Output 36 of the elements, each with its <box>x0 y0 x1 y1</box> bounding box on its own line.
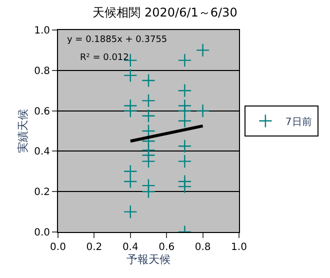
y-tick-label: 0.8 <box>34 66 50 77</box>
point <box>142 154 156 168</box>
x-axis-title: 予報天候 <box>126 253 170 266</box>
x-tick-label: 1.0 <box>231 242 247 253</box>
y-axis-title: 実績天候 <box>16 109 30 153</box>
point <box>124 104 138 118</box>
point <box>142 74 156 88</box>
point <box>178 53 192 68</box>
point <box>124 204 138 219</box>
legend-label: 7日前 <box>285 116 312 128</box>
point <box>142 184 156 198</box>
y-tick-label: 0.4 <box>34 146 50 158</box>
x-tick-label: 0.0 <box>50 242 66 253</box>
y-tick-label: 1.0 <box>34 26 50 36</box>
point <box>196 104 210 118</box>
point <box>142 108 156 123</box>
y-tick-label: 0.0 <box>34 228 50 238</box>
point <box>142 94 156 108</box>
point <box>124 174 138 188</box>
y-tick-label: 0.6 <box>34 106 50 118</box>
point <box>178 84 192 98</box>
point <box>178 154 192 168</box>
annotation: y = 0.1885x + 0.3755 <box>67 35 168 45</box>
point <box>178 139 192 154</box>
chart-title: 天候相関 2020/6/1～6/30 <box>92 6 238 20</box>
x-tick-label: 0.8 <box>194 242 211 253</box>
x-tick-label: 0.2 <box>86 242 102 253</box>
point <box>196 43 210 58</box>
x-tick-label: 0.4 <box>122 242 138 253</box>
point <box>178 180 192 194</box>
x-tick-label: 0.6 <box>158 242 175 253</box>
annotation: R² = 0.012 <box>80 53 129 63</box>
point <box>142 124 156 138</box>
y-tick-label: 0.2 <box>34 187 50 198</box>
point <box>178 114 192 128</box>
point <box>124 68 138 82</box>
